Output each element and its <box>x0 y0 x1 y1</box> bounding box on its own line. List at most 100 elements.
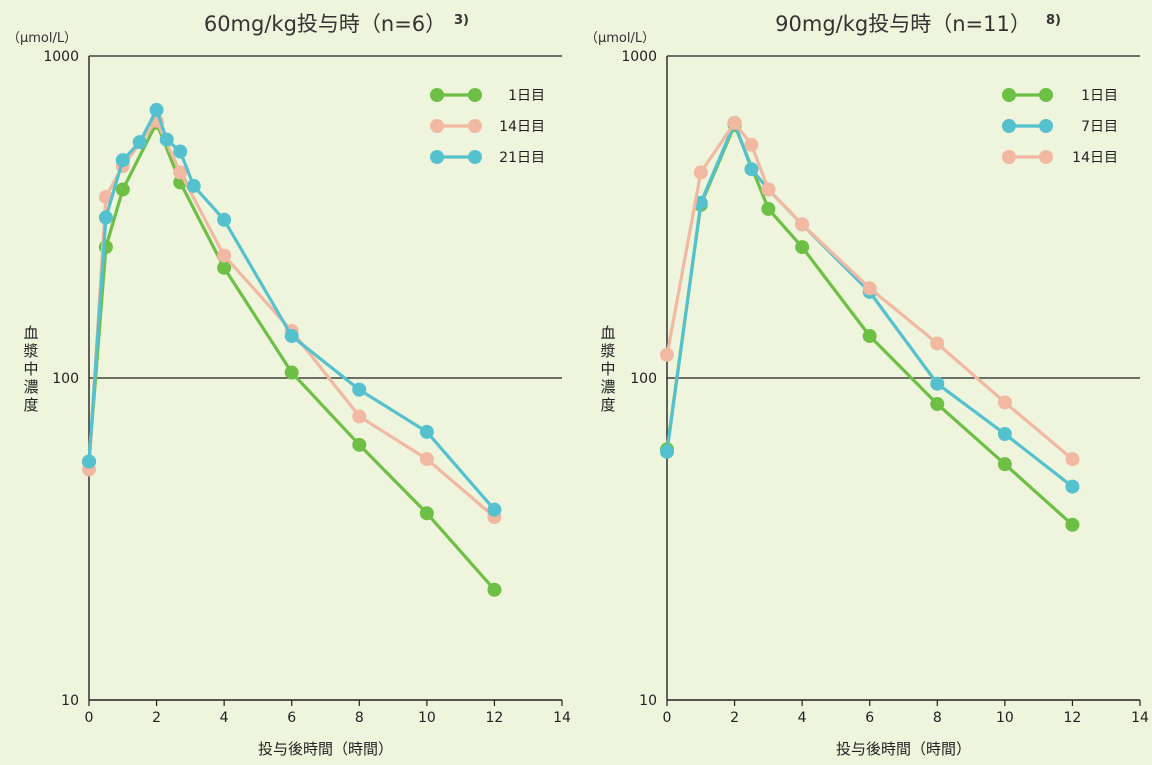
x-tick-label-2: 2 <box>730 710 739 726</box>
y-axis-label-char: 中 <box>600 360 615 378</box>
series-2 <box>660 115 1080 494</box>
data-point <box>352 382 367 397</box>
data-point <box>997 457 1012 472</box>
x-axis-label: 投与後時間（時間） <box>258 740 393 758</box>
y-tick-label-10: 10 <box>61 693 79 709</box>
data-point <box>761 182 776 197</box>
x-tick-label-8: 8 <box>355 710 364 726</box>
data-point <box>761 201 776 216</box>
data-point <box>419 506 434 521</box>
legend-marker <box>1039 150 1053 164</box>
legend-item-1: 1日目 <box>1002 88 1118 104</box>
data-point <box>352 437 367 452</box>
chart-title-reference: 8) <box>1046 13 1061 28</box>
legend-marker <box>1002 119 1016 133</box>
data-point <box>693 165 708 180</box>
data-point <box>1065 479 1080 494</box>
chart-title-reference: 3) <box>454 13 469 28</box>
data-point <box>930 397 945 412</box>
data-point <box>997 427 1012 442</box>
x-tick-label-12: 12 <box>1064 710 1082 726</box>
legend-marker <box>468 150 482 164</box>
series-2 <box>82 113 502 525</box>
legend-label: 14日目 <box>499 119 545 135</box>
y-axis-label-char: 度 <box>23 396 38 414</box>
y-axis-unit: （μmol/L） <box>585 31 655 46</box>
legend-marker <box>1002 88 1016 102</box>
legend-item-1: 1日目 <box>430 88 545 104</box>
legend-label: 14日目 <box>1072 150 1118 166</box>
series-line <box>87 108 496 511</box>
x-tick-label-10: 10 <box>996 710 1014 726</box>
legend-label: 1日目 <box>1081 88 1118 104</box>
data-point <box>149 102 164 117</box>
data-point <box>284 365 299 380</box>
legend-item-3: 14日目 <box>1002 150 1118 166</box>
data-point <box>98 210 113 225</box>
data-point <box>487 582 502 597</box>
legend-marker <box>1039 88 1053 102</box>
y-axis-label-char: 血 <box>23 324 38 342</box>
series-3 <box>82 102 502 517</box>
data-point <box>159 132 174 147</box>
x-tick-label-6: 6 <box>865 710 874 726</box>
x-tick-label-4: 4 <box>798 710 807 726</box>
data-point <box>660 347 674 362</box>
x-tick-label-14: 14 <box>1131 710 1149 726</box>
data-point <box>862 329 877 344</box>
series-3 <box>660 115 1080 467</box>
chart-title: 90mg/kg投与時（n=11） <box>775 12 1031 36</box>
data-point <box>1065 517 1080 532</box>
data-point <box>744 137 759 152</box>
legend-marker <box>430 88 444 102</box>
data-point <box>419 452 434 467</box>
data-point <box>217 260 232 275</box>
data-point <box>217 212 232 227</box>
y-tick-label-1000: 1000 <box>621 49 657 65</box>
data-point <box>173 165 188 180</box>
y-axis-label: 血漿中濃度 <box>23 324 38 414</box>
series-line <box>87 118 496 519</box>
y-tick-label-1000: 1000 <box>43 49 79 65</box>
x-tick-label-8: 8 <box>933 710 942 726</box>
legend-label: 1日目 <box>508 88 545 104</box>
series-line <box>665 121 1074 488</box>
x-tick-label-2: 2 <box>152 710 161 726</box>
x-tick-label-12: 12 <box>486 710 504 726</box>
data-point <box>217 248 232 263</box>
data-point <box>419 424 434 439</box>
x-tick-label-14: 14 <box>553 710 571 726</box>
data-point <box>115 182 130 197</box>
x-tick-label-0: 0 <box>85 710 94 726</box>
x-axis-label: 投与後時間（時間） <box>836 740 971 758</box>
x-tick-label-4: 4 <box>220 710 229 726</box>
data-point <box>487 502 502 517</box>
legend-item-3: 21日目 <box>430 150 545 166</box>
chart-panel-2: 90mg/kg投与時（n=11） 8) （μmol/L） 10 100 1000 0 2 4 6 8… <box>585 12 1149 758</box>
y-axis-unit: （μmol/L） <box>7 31 77 46</box>
y-tick-label-100: 100 <box>630 371 657 387</box>
legend-label: 21日目 <box>499 150 545 166</box>
chart-title: 60mg/kg投与時（n=6） <box>204 12 446 36</box>
y-tick-label-100: 100 <box>52 371 79 387</box>
x-tick-label-10: 10 <box>418 710 436 726</box>
data-point <box>115 153 130 168</box>
data-point <box>795 240 810 255</box>
data-point <box>173 144 188 159</box>
data-point <box>795 217 810 232</box>
data-point <box>727 115 742 130</box>
series-1 <box>82 115 502 597</box>
legend-marker <box>1002 150 1016 164</box>
x-tick-label-0: 0 <box>663 710 672 726</box>
y-axis-label-char: 濃 <box>600 378 615 396</box>
data-point <box>930 336 945 351</box>
legend-item-2: 14日目 <box>430 119 545 135</box>
series-line <box>665 121 1074 461</box>
legend-marker <box>468 88 482 102</box>
data-point <box>186 178 201 193</box>
data-point <box>352 409 367 424</box>
data-point <box>132 135 147 150</box>
y-tick-label-10: 10 <box>639 693 657 709</box>
chart-panel-1: 60mg/kg投与時（n=6） 3) （μmol/L） 10 100 1000 0 2 4 6 8 1… <box>7 12 571 758</box>
